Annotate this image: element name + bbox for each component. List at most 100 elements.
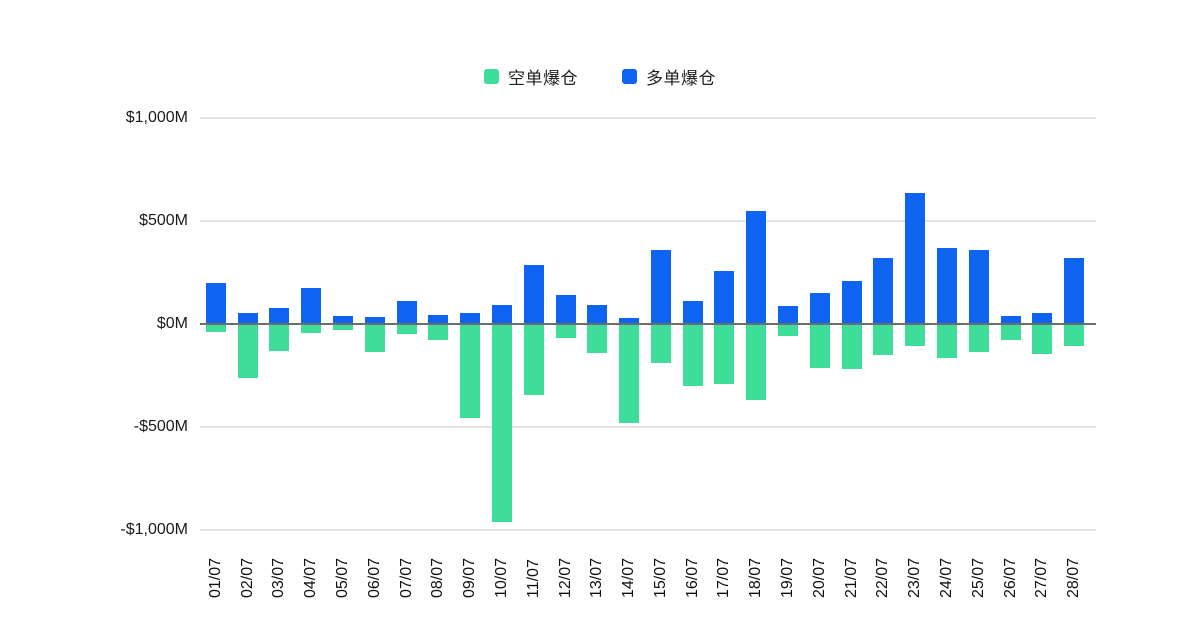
bar-long-liquidation-15/07[interactable] — [650, 249, 671, 324]
bar-long-liquidation-04/07[interactable] — [301, 287, 322, 324]
x-axis-tick-label: 08/07 — [429, 557, 447, 598]
bar-short-liquidation-03/07[interactable] — [269, 324, 290, 351]
bar-long-liquidation-10/07[interactable] — [491, 305, 512, 324]
gridline — [200, 426, 1096, 428]
y-axis-tick-label: $0M — [156, 315, 188, 332]
bar-short-liquidation-11/07[interactable] — [523, 324, 544, 396]
legend: 空单爆仓 多单爆仓 — [0, 62, 1200, 90]
bar-long-liquidation-22/07[interactable] — [873, 258, 894, 324]
x-axis-tick-label: 01/07 — [206, 557, 224, 598]
bar-long-liquidation-23/07[interactable] — [905, 193, 926, 324]
x-axis-tick-label: 06/07 — [365, 557, 383, 598]
gridline — [200, 117, 1096, 119]
bar-short-liquidation-08/07[interactable] — [428, 324, 449, 341]
bar-long-liquidation-24/07[interactable] — [936, 247, 957, 324]
x-axis-tick-label: 18/07 — [747, 557, 765, 598]
x-axis-tick-label: 02/07 — [238, 557, 256, 598]
x-axis-tick-label: 25/07 — [969, 557, 987, 598]
bar-long-liquidation-20/07[interactable] — [809, 293, 830, 324]
bar-short-liquidation-18/07[interactable] — [746, 324, 767, 401]
x-axis-tick-label: 05/07 — [334, 557, 352, 598]
x-axis-tick-label: 23/07 — [906, 557, 924, 598]
bar-short-liquidation-17/07[interactable] — [714, 324, 735, 384]
bar-short-liquidation-09/07[interactable] — [460, 324, 481, 418]
x-axis-tick-label: 03/07 — [270, 557, 288, 598]
bar-short-liquidation-15/07[interactable] — [650, 324, 671, 364]
bar-long-liquidation-12/07[interactable] — [555, 295, 576, 324]
bar-short-liquidation-19/07[interactable] — [778, 324, 799, 337]
bar-long-liquidation-26/07[interactable] — [1000, 315, 1021, 324]
x-axis-tick-label: 19/07 — [779, 557, 797, 598]
x-axis-tick-label: 21/07 — [842, 557, 860, 598]
x-axis-tick-label: 28/07 — [1065, 557, 1083, 598]
bar-long-liquidation-08/07[interactable] — [428, 314, 449, 324]
bar-long-liquidation-28/07[interactable] — [1064, 258, 1085, 324]
bar-short-liquidation-21/07[interactable] — [841, 324, 862, 370]
zero-axis-line — [200, 323, 1096, 325]
x-axis-tick-label: 20/07 — [810, 557, 828, 598]
bar-short-liquidation-28/07[interactable] — [1064, 324, 1085, 346]
x-axis-tick-label: 24/07 — [937, 557, 955, 598]
bar-long-liquidation-11/07[interactable] — [523, 265, 544, 324]
bar-short-liquidation-24/07[interactable] — [936, 324, 957, 358]
x-axis-tick-label: 15/07 — [651, 557, 669, 598]
bar-short-liquidation-05/07[interactable] — [333, 324, 354, 331]
x-axis-tick-label: 13/07 — [588, 557, 606, 598]
gridline — [200, 529, 1096, 531]
bar-short-liquidation-06/07[interactable] — [364, 324, 385, 352]
bar-long-liquidation-19/07[interactable] — [778, 306, 799, 324]
x-axis-tick-label: 07/07 — [397, 557, 415, 598]
x-axis-tick-label: 10/07 — [492, 557, 510, 598]
y-axis-tick-label: $1,000M — [125, 109, 188, 126]
bar-short-liquidation-04/07[interactable] — [301, 324, 322, 334]
bar-short-liquidation-27/07[interactable] — [1032, 324, 1053, 354]
bar-short-liquidation-22/07[interactable] — [873, 324, 894, 355]
gridline — [200, 220, 1096, 222]
short-liquidation-swatch-icon — [484, 68, 499, 84]
x-axis-tick-label: 04/07 — [302, 557, 320, 598]
legend-label-long-liquidation: 多单爆仓 — [646, 68, 716, 88]
bar-long-liquidation-16/07[interactable] — [682, 301, 703, 324]
bar-long-liquidation-06/07[interactable] — [364, 316, 385, 324]
bar-short-liquidation-13/07[interactable] — [587, 324, 608, 353]
legend-label-short-liquidation: 空单爆仓 — [508, 68, 578, 88]
bar-short-liquidation-10/07[interactable] — [491, 324, 512, 522]
bar-short-liquidation-02/07[interactable] — [237, 324, 258, 378]
bar-long-liquidation-01/07[interactable] — [205, 282, 226, 324]
bar-long-liquidation-27/07[interactable] — [1032, 312, 1053, 324]
bar-short-liquidation-16/07[interactable] — [682, 324, 703, 386]
bar-long-liquidation-17/07[interactable] — [714, 271, 735, 324]
bar-long-liquidation-05/07[interactable] — [333, 315, 354, 324]
x-axis-tick-label: 12/07 — [556, 557, 574, 598]
bar-short-liquidation-07/07[interactable] — [396, 324, 417, 335]
bar-short-liquidation-23/07[interactable] — [905, 324, 926, 346]
bar-long-liquidation-21/07[interactable] — [841, 280, 862, 324]
bar-short-liquidation-26/07[interactable] — [1000, 324, 1021, 341]
x-axis-tick-label: 17/07 — [715, 557, 733, 598]
x-axis-tick-label: 22/07 — [874, 557, 892, 598]
bar-long-liquidation-03/07[interactable] — [269, 307, 290, 324]
legend-item-short-liquidation[interactable]: 空单爆仓 — [484, 64, 578, 89]
bar-long-liquidation-13/07[interactable] — [587, 305, 608, 324]
bar-long-liquidation-09/07[interactable] — [460, 312, 481, 324]
long-liquidation-swatch-icon — [622, 68, 637, 84]
x-axis-tick-label: 16/07 — [683, 557, 701, 598]
bar-short-liquidation-20/07[interactable] — [809, 324, 830, 369]
bar-short-liquidation-25/07[interactable] — [968, 324, 989, 352]
bar-long-liquidation-14/07[interactable] — [619, 317, 640, 324]
legend-item-long-liquidation[interactable]: 多单爆仓 — [622, 64, 716, 89]
bar-long-liquidation-25/07[interactable] — [968, 249, 989, 324]
x-axis-tick-label: 11/07 — [524, 559, 542, 598]
x-axis-tick-label: 26/07 — [1001, 557, 1019, 598]
x-axis-tick-label: 27/07 — [1033, 557, 1051, 598]
bar-short-liquidation-01/07[interactable] — [205, 324, 226, 333]
y-axis-tick-label: $500M — [139, 212, 188, 229]
bar-short-liquidation-14/07[interactable] — [619, 324, 640, 423]
bar-long-liquidation-07/07[interactable] — [396, 301, 417, 324]
bar-long-liquidation-18/07[interactable] — [746, 210, 767, 324]
bar-short-liquidation-12/07[interactable] — [555, 324, 576, 339]
x-axis-tick-label: 14/07 — [620, 557, 638, 598]
bar-long-liquidation-02/07[interactable] — [237, 312, 258, 324]
